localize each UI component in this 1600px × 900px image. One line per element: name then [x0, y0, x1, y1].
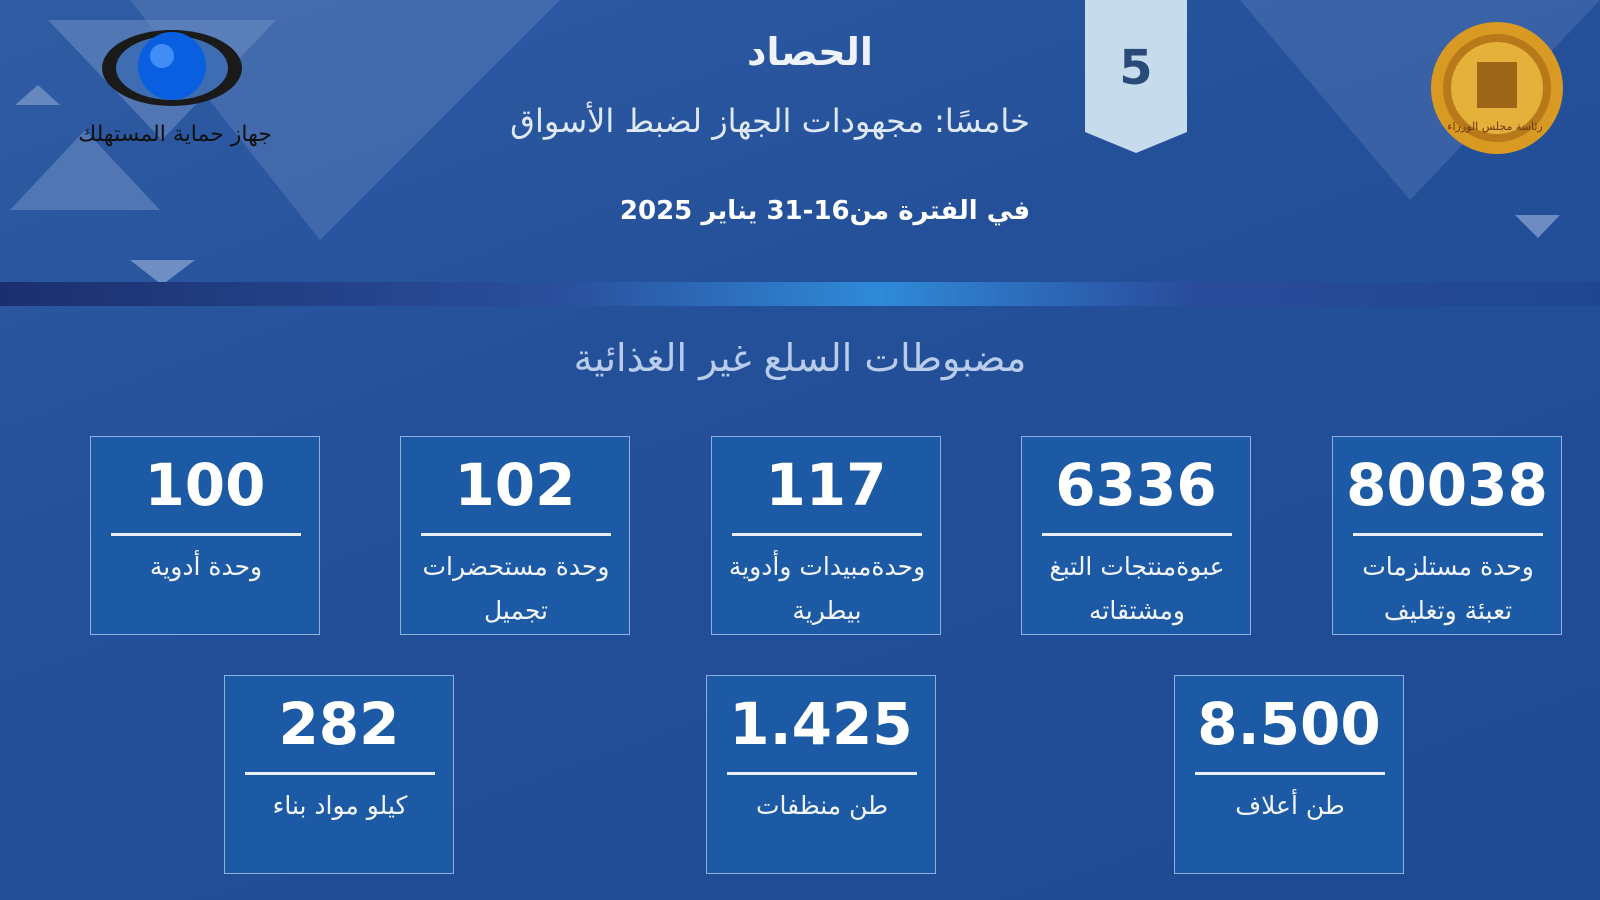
stat-label: عبوةمنتجات التبغ ومشتقاته — [1049, 552, 1225, 625]
stat-value: 6336 — [1055, 451, 1217, 519]
period: في الفترة من16-31 يناير 2025 — [619, 196, 1031, 226]
stat-card: 100 وحدة أدوية — [90, 436, 320, 635]
stat-value: 80038 — [1346, 451, 1548, 519]
stat-label: وحدةمبيدات وأدوية بيطرية — [728, 552, 926, 625]
stat-value: 100 — [144, 451, 266, 519]
stat-card: 6336 عبوةمنتجات التبغ ومشتقاته — [1021, 436, 1251, 635]
stat-card: 1.425 طن منظفات — [706, 675, 936, 874]
divider — [727, 772, 917, 775]
stat-value: 117 — [765, 451, 887, 519]
divider — [1195, 772, 1385, 775]
section-title: مضبوطات السلع غير الغذائية — [573, 336, 1027, 380]
divider — [1353, 533, 1543, 536]
logo-right-text: رئاسة مجلس الوزراء — [1447, 120, 1543, 133]
logo-left-text: جهاز حماية المستهلك — [78, 122, 272, 147]
section-number-box — [1085, 0, 1187, 153]
stat-card: 80038 وحدة مستلزمات تعبئة وتغليف — [1332, 436, 1562, 635]
stat-card: 8.500 طن أعلاف — [1174, 675, 1404, 874]
stat-label: وحدة مستحضرات تجميل — [422, 552, 610, 625]
stat-card: 282 كيلو مواد بناء — [224, 675, 454, 874]
subtitle: خامسًا: مجهودات الجهاز لضبط الأسواق — [510, 102, 1030, 140]
stat-label: طن منظفات — [755, 791, 889, 820]
stat-label: وحدة أدوية — [149, 552, 263, 581]
divider — [1042, 533, 1232, 536]
title: الحصاد — [747, 30, 873, 74]
divider — [421, 533, 611, 536]
stat-label: طن أعلاف — [1235, 791, 1345, 820]
divider — [111, 533, 301, 536]
section-number: 5 — [1119, 40, 1153, 96]
divider — [732, 533, 922, 536]
divider — [245, 772, 435, 775]
stat-value: 1.425 — [729, 690, 913, 758]
stat-card: 117 وحدةمبيدات وأدوية بيطرية — [711, 436, 941, 635]
stat-label: وحدة مستلزمات تعبئة وتغليف — [1362, 552, 1534, 625]
stat-value: 282 — [278, 690, 400, 758]
stat-label: كيلو مواد بناء — [272, 791, 408, 820]
stat-value: 8.500 — [1197, 690, 1381, 758]
stat-value: 102 — [454, 451, 576, 519]
stat-card: 102 وحدة مستحضرات تجميل — [400, 436, 630, 635]
